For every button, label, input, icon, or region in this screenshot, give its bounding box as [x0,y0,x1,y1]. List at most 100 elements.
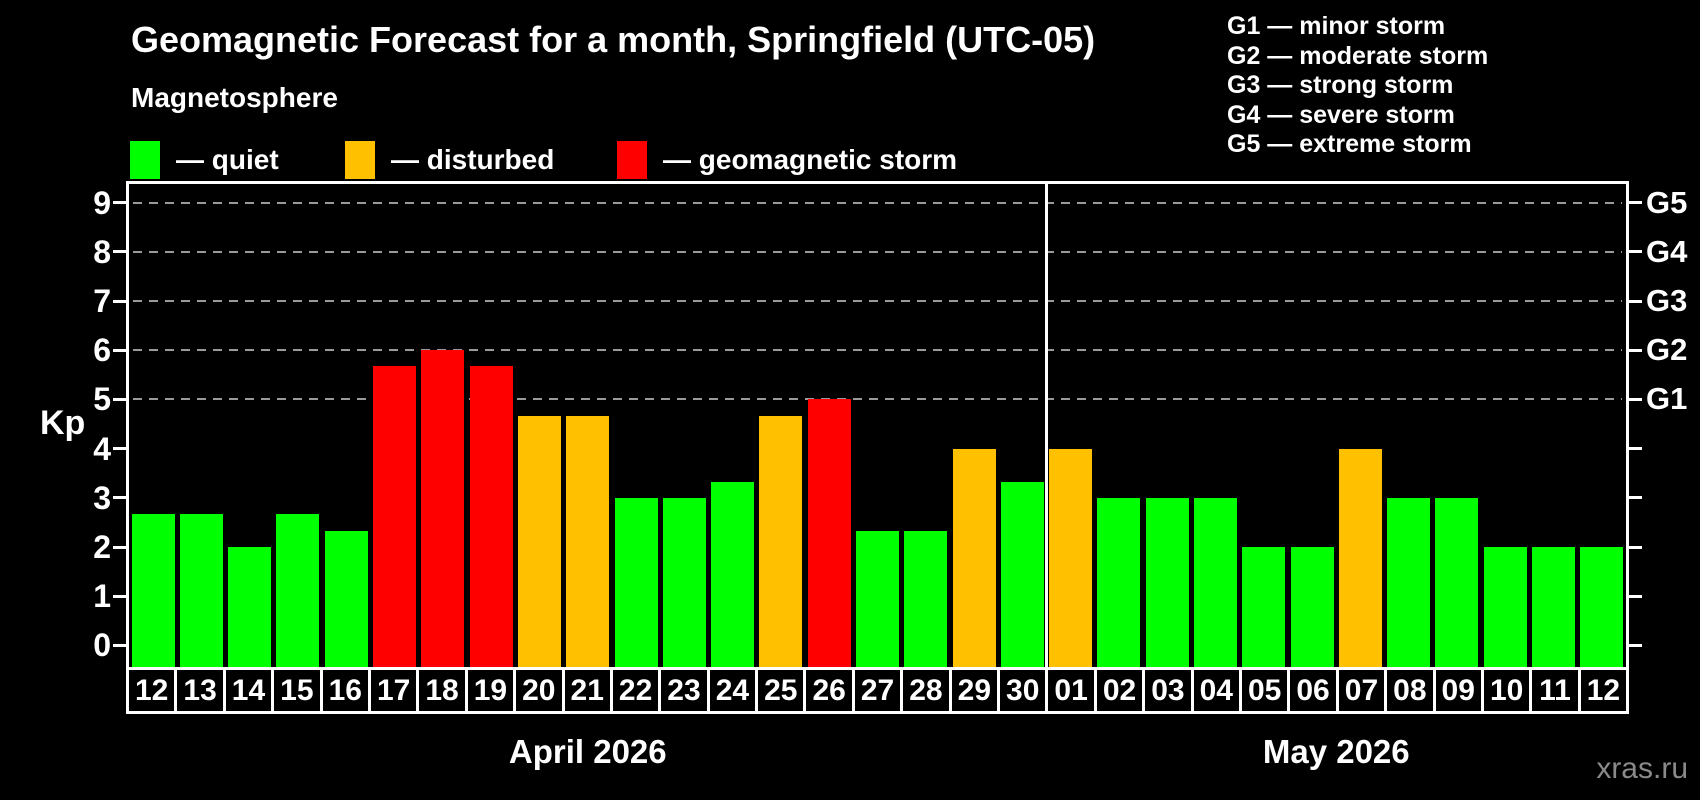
kp-bar-17 [373,366,417,667]
y-axis-label-1: 1 [93,578,111,615]
kp-bar-24 [711,481,755,667]
kp-bar-08 [1387,497,1431,667]
gridline-kp5 [133,398,1622,401]
kp-bar-15 [276,514,320,667]
storm-scale-line-g5: G5 — extreme storm [1227,130,1472,158]
day-label-07: 07 [1335,667,1385,714]
y-tick-left-5 [113,397,126,401]
storm-scale-line-g3: G3 — strong storm [1227,71,1454,99]
y-tick-right-0 [1629,643,1642,647]
kp-bar-16 [324,530,368,667]
y-axis-label-9: 9 [93,184,111,221]
day-label-10: 10 [1480,667,1530,714]
kp-bar-30 [1000,481,1044,667]
gridline-kp7 [133,300,1622,302]
month-divider [1045,184,1049,667]
storm-scale-line-g2: G2 — moderate storm [1227,41,1489,70]
day-label-08: 08 [1384,667,1433,714]
gridline-kp8 [133,250,1622,253]
right-axis-label-g2: G2 [1646,332,1688,368]
y-axis-label-6: 6 [93,332,111,369]
day-label-26: 26 [803,667,852,714]
disturbed-color-swatch [345,141,375,179]
y-axis-label-4: 4 [93,430,111,467]
day-label-02: 02 [1093,667,1143,714]
kp-bar-01 [1049,448,1093,667]
y-axis-label-7: 7 [93,283,111,319]
day-label-04: 04 [1190,667,1239,714]
day-label-12: 12 [126,667,175,714]
kp-bar-10 [1483,547,1527,667]
y-tick-left-7 [113,299,126,303]
y-tick-left-8 [113,250,126,254]
day-label-24: 24 [706,667,756,714]
kp-bar-11 [1532,547,1576,667]
kp-bar-25 [759,415,803,667]
y-tick-right-5 [1629,397,1642,401]
kp-bar-02 [1097,497,1141,667]
y-axis-label-2: 2 [93,529,111,565]
watermark: xras.ru [1596,752,1688,785]
storm-scale-line-g4: G4 — severe storm [1227,100,1455,129]
day-label-29: 29 [948,667,998,714]
day-label-13: 13 [174,667,223,714]
kp-bar-20 [517,415,561,667]
y-tick-right-7 [1629,299,1642,303]
day-label-23: 23 [658,667,707,714]
legend-item-storm: — geomagnetic storm [617,140,957,180]
kp-bar-27 [855,530,899,667]
kp-bar-18 [421,350,465,667]
kp-bar-23 [662,497,706,667]
y-tick-left-0 [113,643,126,647]
legend-label-disturbed: — disturbed [391,144,555,175]
y-tick-right-6 [1629,348,1642,352]
legend-label-quiet: — quiet [176,144,279,175]
storm-scale-legend: G1 — minor storm G2 — moderate storm G3 … [1227,12,1488,160]
chart-title: Geomagnetic Forecast for a month, Spring… [131,19,1096,60]
y-axis-label-8: 8 [93,233,111,270]
y-tick-right-2 [1629,545,1642,549]
kp-bar-07 [1338,448,1382,667]
y-tick-right-9 [1629,201,1642,205]
y-axis-label-5: 5 [93,381,111,418]
day-label-15: 15 [271,667,320,714]
kp-bar-05 [1242,547,1286,667]
y-axis-title: Kp [40,404,86,442]
gridline-kp6 [133,349,1622,352]
day-label-22: 22 [609,667,659,714]
y-tick-left-6 [113,348,126,352]
legend-item-quiet: — quiet [130,140,279,180]
kp-bar-29 [952,448,996,667]
legend-item-disturbed: — disturbed [345,140,554,180]
month-label-april: April 2026 [508,733,667,770]
magnetosphere-label: Magnetosphere [131,82,338,113]
y-tick-left-4 [113,447,126,451]
y-tick-left-1 [113,594,126,598]
day-label-01: 01 [1045,667,1094,714]
kp-bar-28 [904,530,948,667]
day-label-27: 27 [851,667,901,714]
day-label-30: 30 [997,667,1046,714]
day-label-14: 14 [222,667,272,714]
y-axis-label-3: 3 [93,479,111,516]
y-tick-right-3 [1629,496,1642,500]
kp-bar-06 [1290,547,1334,667]
day-label-09: 09 [1432,667,1481,714]
kp-bar-21 [566,415,610,667]
kp-bar-22 [614,497,658,667]
right-axis-label-g1: G1 [1646,381,1688,417]
kp-bar-12 [131,514,175,667]
kp-bar-04 [1193,497,1237,667]
right-axis-label-g3: G3 [1646,283,1688,318]
y-axis-label-0: 0 [93,627,111,664]
day-label-06: 06 [1287,667,1336,714]
kp-bar-19 [469,366,513,667]
day-label-20: 20 [513,667,562,714]
storm-scale-line-g1: G1 — minor storm [1227,12,1446,40]
day-label-18: 18 [416,667,465,714]
day-label-11: 11 [1529,667,1578,714]
kp-bar-12 [1580,547,1624,667]
day-label-28: 28 [900,667,949,714]
day-label-19: 19 [464,667,514,714]
